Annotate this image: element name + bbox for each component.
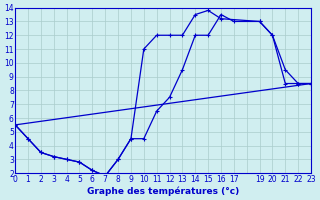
X-axis label: Graphe des températures (°c): Graphe des températures (°c) <box>87 186 239 196</box>
